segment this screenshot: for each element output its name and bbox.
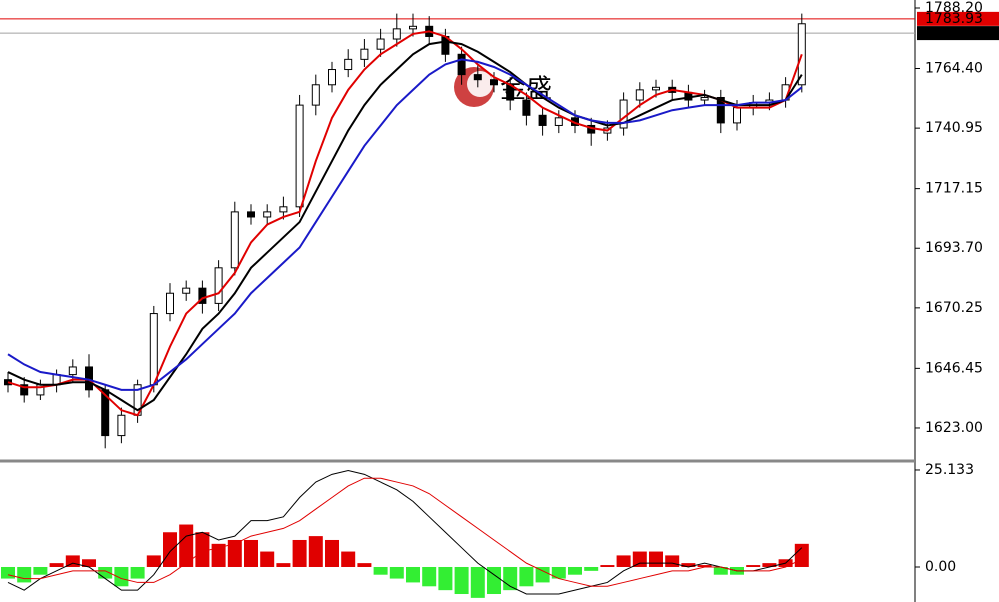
candle-body — [554, 117, 563, 126]
price-label-box — [917, 26, 999, 41]
histogram-bar — [357, 563, 372, 567]
candle-body — [20, 384, 29, 396]
indicator-line — [7, 469, 803, 595]
candle-body — [295, 104, 304, 208]
histogram-bar — [114, 566, 129, 587]
candle-body — [344, 58, 353, 71]
candle-body — [214, 267, 223, 304]
histogram-bar — [308, 536, 323, 567]
price-label: 1783.93 — [925, 11, 983, 27]
candle-body — [392, 28, 401, 40]
candle-body — [279, 206, 288, 213]
histogram-bar — [519, 566, 534, 587]
y-tick-label: 25.133 — [925, 462, 974, 478]
indicator-line — [7, 30, 803, 417]
histogram-bar — [551, 566, 566, 579]
candle-body — [409, 25, 417, 30]
histogram-bar — [98, 566, 113, 579]
candle-body — [360, 48, 369, 60]
y-tick-label: 1670.25 — [925, 300, 983, 316]
histogram-bar — [454, 566, 469, 595]
y-tick-label: 1740.95 — [925, 120, 983, 136]
y-tick-label: 0.00 — [925, 559, 956, 575]
watermark-logo-inner — [467, 71, 493, 97]
histogram-bar — [292, 539, 307, 567]
histogram-bar — [49, 563, 64, 567]
candle-body — [490, 79, 498, 86]
histogram-bar — [389, 566, 404, 579]
price-label-box — [917, 11, 999, 26]
candle-body — [733, 107, 741, 124]
histogram-bar — [632, 551, 647, 567]
histogram-bar — [665, 555, 680, 567]
candle-body — [700, 96, 709, 101]
histogram-bar — [406, 566, 420, 583]
candle-body — [716, 96, 725, 124]
candle-body — [68, 366, 77, 376]
candle-body — [166, 292, 174, 315]
y-tick-label: 1646.45 — [925, 360, 983, 376]
candle-body — [117, 414, 126, 437]
y-tick-label: 1764.40 — [925, 61, 983, 77]
candle-body — [149, 313, 158, 386]
histogram-bar — [470, 566, 485, 598]
histogram-bar — [1, 566, 15, 579]
indicator-line — [7, 40, 803, 412]
histogram-bar — [697, 565, 712, 567]
histogram-bar — [211, 543, 226, 567]
histogram-bar — [130, 566, 145, 579]
candle-body — [652, 86, 660, 91]
histogram-bar — [33, 566, 48, 575]
histogram-bar — [260, 551, 275, 567]
candle-body — [376, 38, 385, 50]
histogram-bar — [146, 555, 161, 567]
y-tick-label: 1717.15 — [925, 181, 983, 197]
histogram-bar — [179, 524, 194, 567]
histogram-bar — [713, 566, 728, 575]
price-label: 1778.33 — [925, 25, 983, 41]
y-tick-label: 1788.20 — [925, 0, 983, 16]
histogram-bar — [649, 551, 663, 567]
histogram-bar — [244, 539, 258, 567]
candle-body — [198, 287, 207, 304]
candle-body — [182, 287, 191, 294]
histogram-bar — [163, 532, 177, 567]
candle-body — [230, 211, 239, 269]
histogram-bar — [325, 539, 339, 567]
indicator-line — [7, 58, 803, 391]
histogram-bar — [584, 566, 599, 571]
histogram-bar — [794, 543, 809, 567]
histogram-bar — [276, 563, 291, 567]
histogram-bar — [195, 532, 210, 567]
histogram-bar — [535, 566, 550, 583]
candle-body — [263, 211, 272, 218]
histogram-bar — [17, 566, 32, 583]
histogram-bar — [227, 539, 242, 567]
candle-body — [522, 99, 531, 116]
histogram-bar — [568, 566, 582, 575]
candle-body — [247, 211, 255, 218]
candle-body — [328, 69, 336, 86]
histogram-bar — [341, 551, 356, 567]
candle-body — [635, 89, 644, 101]
candle-body — [457, 53, 466, 76]
histogram-bar — [82, 559, 96, 567]
histogram-bar — [65, 555, 80, 567]
histogram-bar — [681, 563, 696, 567]
histogram-bar — [373, 566, 388, 575]
histogram-bar — [616, 555, 631, 567]
indicator-line — [7, 477, 803, 587]
candle-body — [473, 74, 482, 81]
histogram-bar — [487, 566, 501, 595]
histogram-bar — [600, 565, 615, 567]
histogram-bar — [762, 563, 777, 567]
histogram-bar — [422, 566, 437, 587]
candle-body — [538, 114, 547, 126]
histogram-bar — [746, 565, 761, 567]
y-tick-label: 1693.70 — [925, 240, 983, 256]
y-tick-label: 1623.00 — [925, 420, 983, 436]
histogram-bar — [438, 566, 453, 591]
candle-body — [311, 84, 320, 106]
